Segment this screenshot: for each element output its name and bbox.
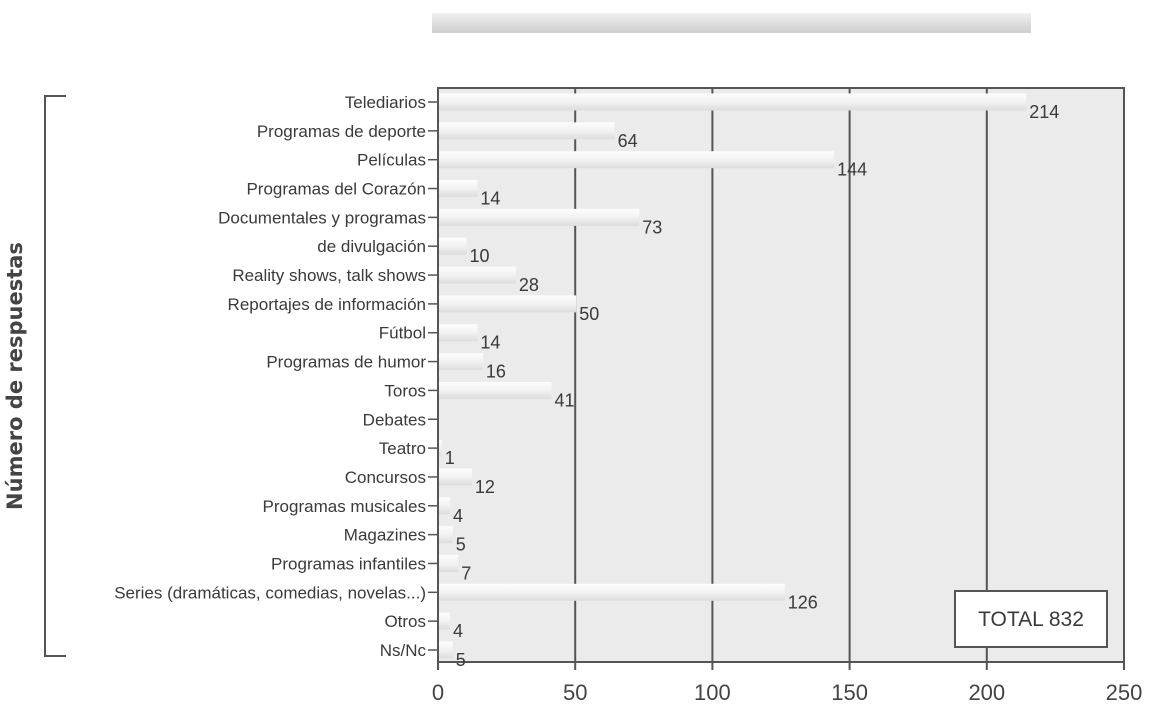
value-label: 16	[486, 362, 506, 382]
category-label: Telediarios	[345, 93, 426, 112]
bar	[439, 151, 835, 169]
bar	[439, 208, 640, 226]
bar	[439, 353, 483, 371]
total-box: TOTAL 832	[954, 590, 1108, 648]
bar	[439, 381, 552, 399]
category-label: Toros	[384, 381, 426, 400]
bar	[439, 497, 450, 515]
bar	[439, 324, 478, 342]
value-label: 10	[469, 246, 489, 266]
bar	[439, 526, 453, 544]
bar	[439, 237, 467, 255]
category-labels: Telediarios Programas de deporte Películas…	[114, 93, 438, 660]
category-label: Debates	[363, 410, 426, 429]
bars	[439, 93, 1027, 659]
x-tick-label: 250	[1106, 680, 1143, 705]
x-tick-label: 0	[432, 680, 444, 705]
x-tick-label: 50	[563, 680, 587, 705]
category-label: Ns/Nc	[380, 641, 427, 660]
value-label: 28	[519, 275, 539, 295]
category-label: Películas	[357, 151, 426, 170]
category-label: Concursos	[345, 468, 426, 487]
category-label: Reality shows, talk shows	[232, 266, 426, 285]
value-label: 64	[618, 131, 638, 151]
category-label: Teatro	[379, 439, 426, 458]
category-label: Series (dramáticas, comedias, novelas...…	[114, 583, 426, 602]
x-tick-label: 150	[831, 680, 868, 705]
x-tick-label: 200	[968, 680, 1005, 705]
value-label: 7	[461, 563, 471, 583]
category-label: Reportajes de información	[228, 295, 426, 314]
value-labels: 214 64 144 14 73 10 28 50 14 16 41 1 12 4 5 7 126 4 5	[445, 102, 1060, 670]
value-label: 214	[1029, 102, 1059, 122]
category-label: Otros	[384, 612, 426, 631]
value-label: 144	[837, 160, 867, 180]
value-label: 12	[475, 477, 495, 497]
bar	[439, 266, 516, 284]
y-bracket	[44, 95, 66, 657]
category-label: Fútbol	[379, 324, 426, 343]
value-label: 41	[555, 390, 575, 410]
value-label: 14	[480, 333, 500, 353]
gridlines	[574, 88, 988, 662]
category-label: Programas del Corazón	[246, 180, 426, 199]
bar	[439, 93, 1027, 111]
value-label: 5	[456, 535, 466, 555]
y-axis-title: Número de respuestas	[3, 242, 27, 510]
category-label: Programas de deporte	[257, 122, 426, 141]
bar	[439, 180, 478, 198]
value-label: 1	[445, 448, 455, 468]
value-label: 14	[480, 189, 500, 209]
bar	[439, 295, 577, 313]
bar	[439, 468, 472, 486]
value-label: 5	[456, 650, 466, 670]
bar	[439, 612, 450, 630]
value-label: 126	[788, 592, 818, 612]
category-label: Programas musicales	[263, 497, 426, 516]
category-label: Programas infantiles	[271, 554, 426, 573]
category-label: Magazines	[344, 526, 426, 545]
bar	[439, 554, 459, 572]
value-label: 50	[579, 304, 599, 324]
category-label: Documentales y programas	[218, 208, 426, 227]
value-label: 4	[453, 506, 463, 526]
bar	[439, 583, 785, 601]
x-axis-ticks: 0 50 100 150 200 250	[432, 662, 1142, 705]
total-label: TOTAL 832	[978, 608, 1084, 631]
plot-area	[437, 87, 1125, 663]
value-label: 73	[642, 217, 662, 237]
bar	[439, 641, 453, 659]
category-label: de divulgación	[317, 237, 426, 256]
bar	[439, 122, 615, 140]
x-tick-label: 100	[694, 680, 731, 705]
value-label: 4	[453, 621, 463, 641]
bar	[439, 439, 442, 457]
header-strip	[432, 13, 1031, 33]
category-label: Programas de humor	[266, 353, 426, 372]
